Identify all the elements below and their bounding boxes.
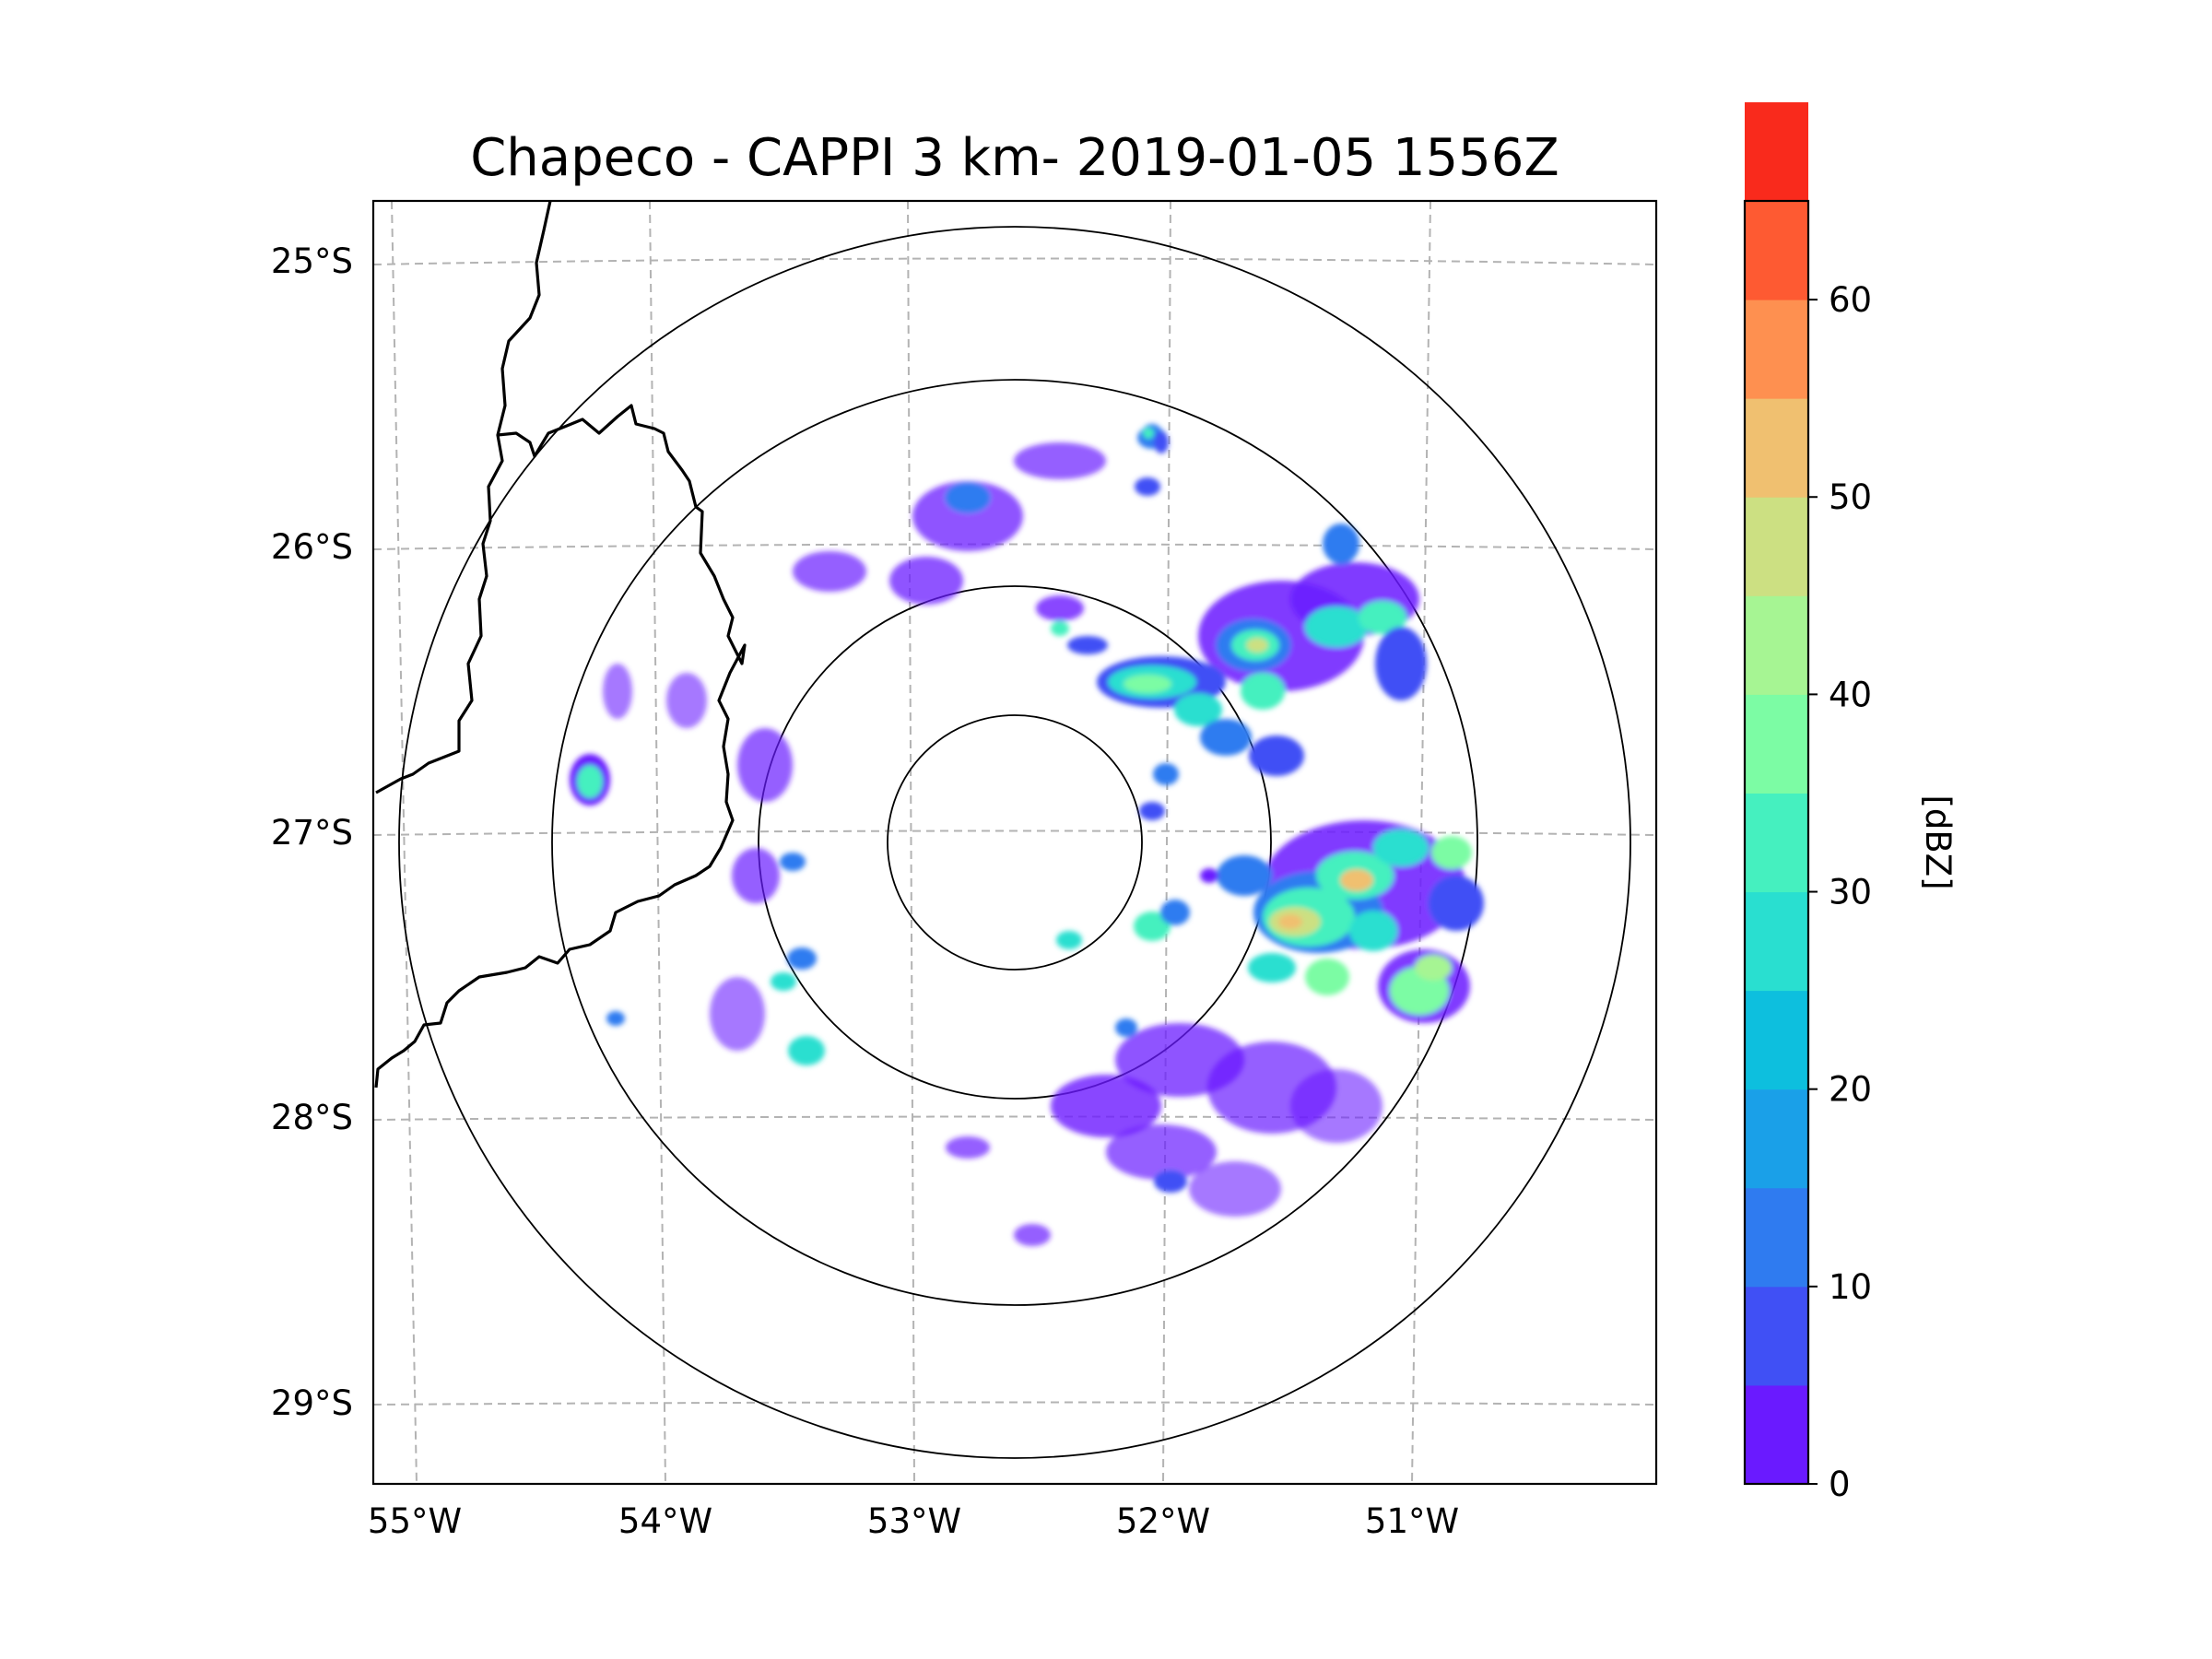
colorbar-tick-label: 30 — [1829, 873, 1872, 912]
colorbar-band — [1745, 1187, 1808, 1288]
colorbar-band — [1745, 398, 1808, 498]
echo-scattered — [570, 424, 1382, 1246]
colorbar-tick-label: 20 — [1829, 1070, 1872, 1110]
gridline-lon-55 — [391, 201, 418, 1484]
gridline-lat-26 — [373, 543, 1656, 550]
colorbar-band — [1745, 990, 1808, 1090]
colorbar-band — [1745, 891, 1808, 992]
lat-tick-label: 29°S — [271, 1383, 353, 1423]
lon-tick-label: 54°W — [618, 1501, 712, 1541]
echo-cluster-northeast — [1097, 524, 1427, 776]
map-panel — [373, 201, 1656, 1484]
borders — [374, 201, 747, 1088]
range-ring-2 — [758, 585, 1272, 1100]
lat-tick-label: 27°S — [271, 813, 353, 853]
lon-tick-label: 55°W — [368, 1501, 462, 1541]
colorbar-frame — [1743, 199, 1810, 1486]
colorbar-ticks: 0 10 20 30 40 50 60 — [1808, 280, 1872, 1504]
colorbar-band — [1745, 694, 1808, 794]
gridline-lat-28 — [373, 1115, 1656, 1121]
map-frame — [371, 199, 1658, 1486]
gridline-lon-52 — [1162, 201, 1171, 1484]
colorbar-band — [1745, 595, 1808, 695]
border-argentina-paraguay — [375, 201, 552, 794]
graticule — [373, 201, 1656, 1484]
lon-tick-label: 52°W — [1116, 1501, 1210, 1541]
lat-axis: 25°S 26°S 27°S 28°S 29°S — [271, 241, 353, 1423]
colorbar-tick-label: 50 — [1829, 477, 1872, 517]
range-ring-1 — [887, 714, 1143, 971]
colorbar: 0 10 20 30 40 50 60 [dBZ] — [1743, 101, 1958, 1504]
gridline-lat-29 — [373, 1401, 1656, 1406]
colorbar-tick-label: 0 — [1829, 1465, 1851, 1504]
gridline-lat-25 — [373, 257, 1656, 265]
border-missiones — [374, 404, 747, 1088]
range-ring-3 — [551, 379, 1478, 1306]
lon-axis: 55°W 54°W 53°W 52°W 51°W — [368, 1501, 1459, 1541]
colorbar-tick-label: 60 — [1829, 280, 1872, 320]
echo-cluster-east — [1217, 820, 1484, 1023]
lon-tick-label: 53°W — [867, 1501, 961, 1541]
gridline-lon-53 — [907, 201, 915, 1484]
colorbar-tick-label: 40 — [1829, 675, 1872, 714]
gridline-lat-27 — [373, 830, 1656, 836]
lat-tick-label: 26°S — [271, 527, 353, 567]
colorbar-band — [1745, 1384, 1808, 1485]
range-rings — [398, 226, 1631, 1459]
colorbar-label: [dBZ] — [1918, 794, 1958, 889]
reflectivity-echoes — [570, 424, 1484, 1246]
colorbar-band — [1745, 300, 1808, 399]
range-ring-4 — [398, 226, 1631, 1459]
colorbar-tick-label: 10 — [1829, 1267, 1872, 1307]
figure-title: Chapeco - CAPPI 3 km- 2019-01-05 1556Z — [470, 128, 1559, 188]
colorbar-band — [1745, 497, 1808, 596]
colorbar-band — [1745, 1088, 1808, 1189]
lat-tick-label: 28°S — [271, 1098, 353, 1137]
colorbar-band — [1745, 1286, 1808, 1386]
colorbar-band — [1745, 793, 1808, 893]
colorbar-bands — [1745, 101, 1808, 1485]
lon-tick-label: 51°W — [1365, 1501, 1459, 1541]
colorbar-band — [1745, 101, 1808, 202]
lat-tick-label: 25°S — [271, 241, 353, 281]
colorbar-band — [1745, 201, 1808, 300]
gridline-lon-54 — [649, 201, 666, 1484]
